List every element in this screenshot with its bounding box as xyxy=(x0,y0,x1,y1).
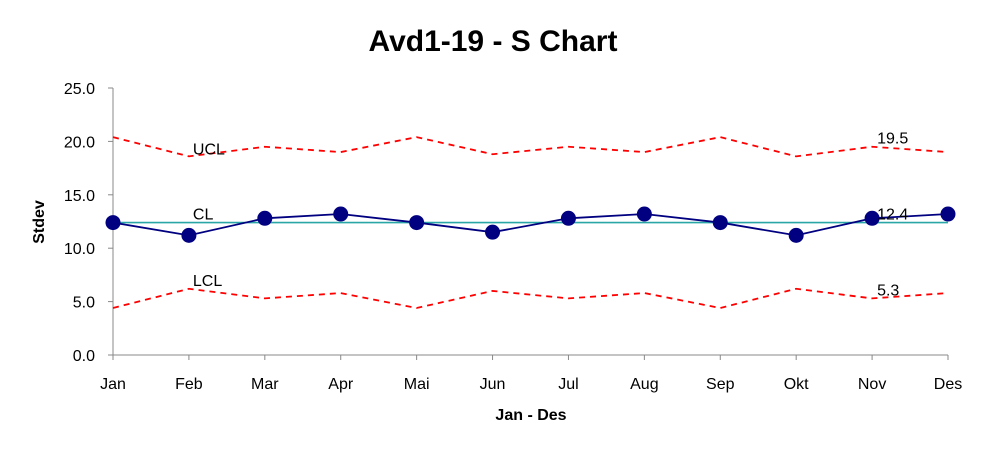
y-tick-label: 20.0 xyxy=(64,134,95,151)
cl-value-label: 12.4 xyxy=(877,207,908,224)
stdev-point xyxy=(409,215,425,231)
x-tick-label: Des xyxy=(934,376,962,393)
lcl-line xyxy=(112,287,949,309)
stdev-point xyxy=(181,227,197,243)
stdev-line xyxy=(112,213,949,237)
ucl-line xyxy=(112,136,949,158)
stdev-point xyxy=(788,227,804,243)
y-tick-label: 10.0 xyxy=(64,241,95,258)
x-tick-label: Okt xyxy=(784,376,809,393)
y-axis-title: Stdev xyxy=(31,200,48,244)
x-tick-label: Aug xyxy=(630,376,658,393)
y-tick-label: 25.0 xyxy=(64,81,95,98)
y-tick-label: 15.0 xyxy=(64,188,95,205)
stdev-point xyxy=(105,215,121,231)
x-axis-title: Jan - Des xyxy=(495,407,566,424)
ucl-value-label: 19.5 xyxy=(877,131,908,148)
x-tick-label: Sep xyxy=(706,376,735,393)
stdev-point xyxy=(333,206,349,222)
stdev-point xyxy=(864,210,880,226)
stdev-point xyxy=(485,224,501,240)
x-tick-label: Apr xyxy=(328,376,354,393)
ucl-label: UCL xyxy=(193,141,225,158)
x-tick-label: Mai xyxy=(404,376,430,393)
x-tick-label: Jan xyxy=(100,376,126,393)
y-tick-label: 5.0 xyxy=(73,295,95,312)
x-tick-label: Feb xyxy=(175,376,203,393)
plot-area: 0.0 5.0 10.0 15.0 20.0 25.0 Jan Feb Mar Apr Mai Jun… xyxy=(64,81,962,393)
x-tick-label: Nov xyxy=(858,376,886,393)
x-tick-label: Mar xyxy=(251,376,279,393)
lcl-value-label: 5.3 xyxy=(877,282,899,299)
stdev-point xyxy=(636,206,652,222)
stdev-point xyxy=(940,206,956,222)
stdev-point xyxy=(560,210,576,226)
stdev-point xyxy=(712,215,728,231)
chart-title: Avd1-19 - S Chart xyxy=(369,25,618,58)
y-tick-label: 0.0 xyxy=(73,348,95,365)
x-tick-label: Jul xyxy=(558,376,578,393)
stdev-point xyxy=(257,210,273,226)
x-tick-label: Jun xyxy=(480,376,506,393)
lcl-label: LCL xyxy=(193,273,222,290)
cl-label: CL xyxy=(193,207,214,224)
